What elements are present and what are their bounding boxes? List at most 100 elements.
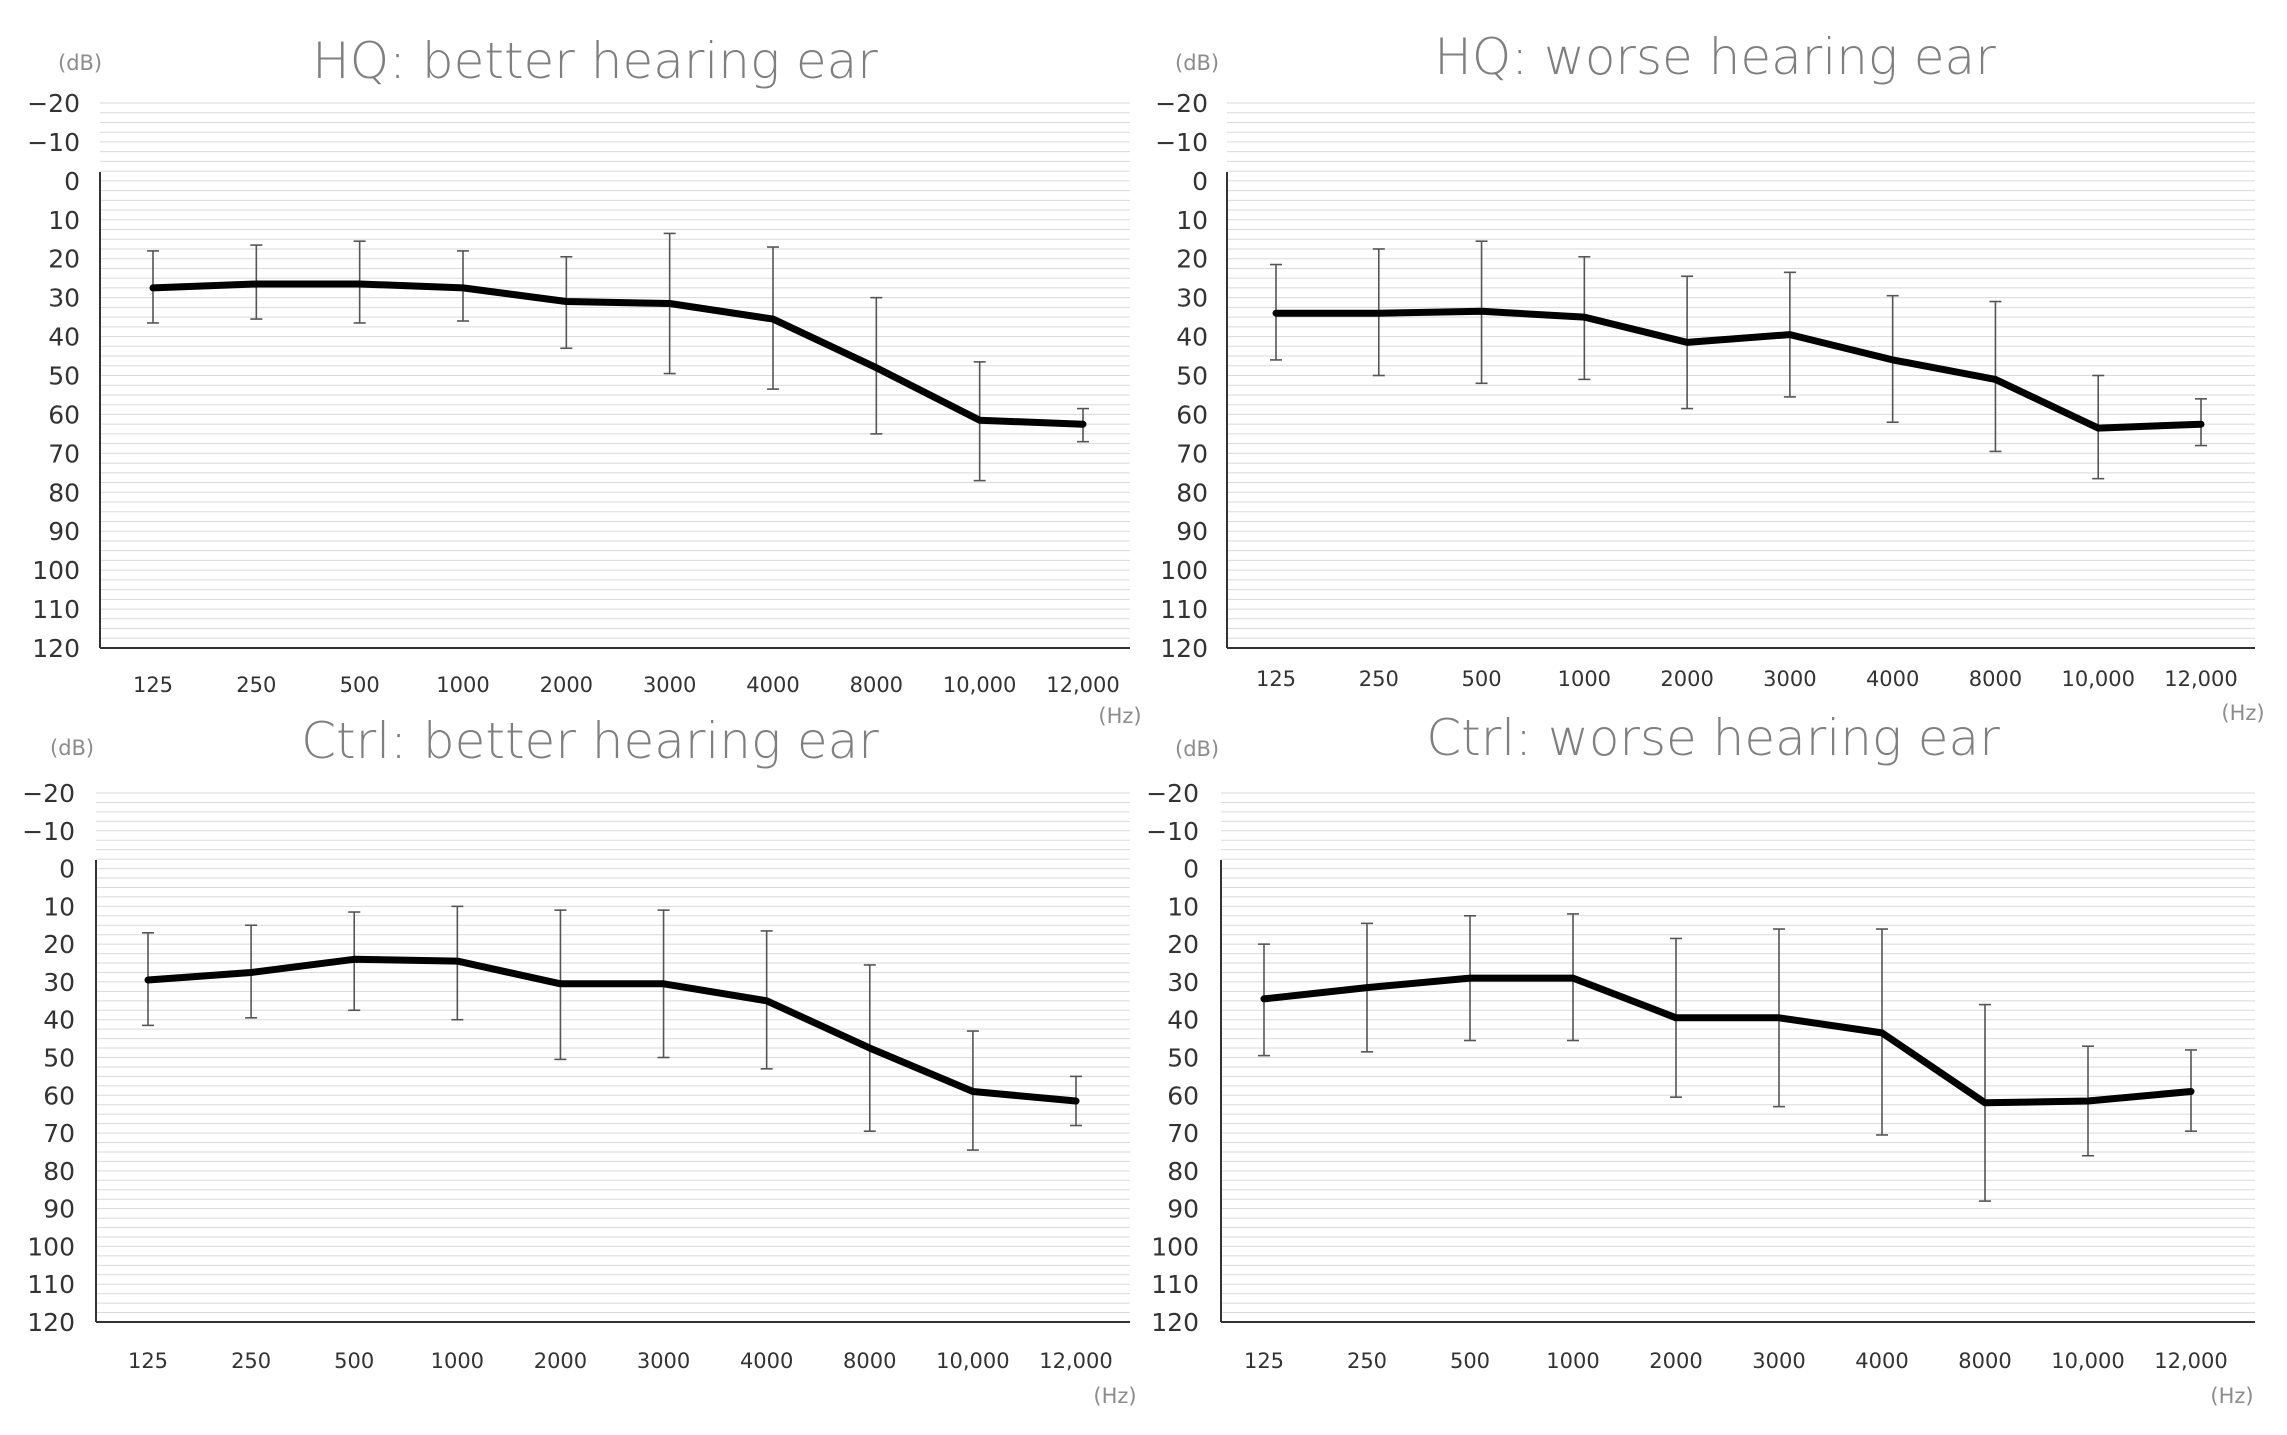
x-tick-label: 500 xyxy=(1462,667,1502,691)
y-tick-label: 90 xyxy=(1167,1195,1199,1224)
y-unit-label: (dB) xyxy=(58,51,102,75)
y-tick-label: 100 xyxy=(1160,556,1208,585)
x-tick-label: 8000 xyxy=(1969,667,2022,691)
y-tick-label: 120 xyxy=(32,634,80,663)
gridlines xyxy=(1227,102,2255,649)
chart-title: Ctrl: worse hearing ear xyxy=(1426,709,2000,767)
y-tick-label: 0 xyxy=(1183,855,1199,884)
x-tick-label: 10,000 xyxy=(2051,1349,2124,1373)
y-tick-label: 30 xyxy=(1176,284,1208,313)
y-tick-label: 10 xyxy=(48,206,80,235)
x-tick-label: 8000 xyxy=(843,1349,896,1373)
x-tick-label: 12,000 xyxy=(2154,1349,2227,1373)
x-tick-label: 10,000 xyxy=(936,1349,1009,1373)
x-tick-label: 4000 xyxy=(1855,1349,1908,1373)
y-unit-label: (dB) xyxy=(1175,51,1219,75)
chart-hq-better-ear: HQ: better hearing ear (dB) −20 −10 0 10 20 30 4… xyxy=(0,0,1143,728)
y-tick-label: 30 xyxy=(48,284,80,313)
x-tick-label: 4000 xyxy=(746,673,799,697)
y-tick-label: −20 xyxy=(22,779,75,808)
y-tick-label: 100 xyxy=(1151,1232,1199,1261)
y-tick-label: 90 xyxy=(48,517,80,546)
y-tick-label: 120 xyxy=(27,1308,75,1337)
y-tick-label: −20 xyxy=(1146,779,1199,808)
chart-svg: Ctrl: worse hearing ear (dB) −20 −10 0 10 20 30… xyxy=(1146,709,2255,1408)
x-tick-label: 12,000 xyxy=(1046,673,1119,697)
chart-svg: Ctrl: better hearing ear (dB) −20 −10 0 10 20 3… xyxy=(22,712,1136,1408)
y-tick-label: −10 xyxy=(27,128,80,157)
x-tick-label: 2000 xyxy=(540,673,593,697)
chart-title: Ctrl: better hearing ear xyxy=(301,712,879,770)
y-tick-label: 10 xyxy=(43,892,75,921)
y-tick-label: −10 xyxy=(22,817,75,846)
y-unit-label: (dB) xyxy=(1175,737,1219,761)
y-tick-label: 0 xyxy=(64,167,80,196)
chart-title: HQ: better hearing ear xyxy=(312,32,878,90)
x-tick-label: 250 xyxy=(1347,1349,1387,1373)
x-tick-label: 2000 xyxy=(1660,667,1713,691)
x-tick-label: 2000 xyxy=(1649,1349,1702,1373)
gridlines xyxy=(100,102,1130,649)
y-tick-label: 110 xyxy=(1151,1270,1199,1299)
y-tick-label: 80 xyxy=(1167,1157,1199,1186)
x-unit-label: (Hz) xyxy=(1093,1384,1136,1408)
x-tick-label: 10,000 xyxy=(2061,667,2134,691)
chart-ctrl-worse-ear: Ctrl: worse hearing ear (dB) −20 −10 0 10 20 30… xyxy=(1143,690,2287,1435)
y-tick-label: 20 xyxy=(1176,245,1208,274)
y-tick-label: 50 xyxy=(43,1044,75,1073)
x-tick-label: 3000 xyxy=(643,673,696,697)
y-tick-label: 60 xyxy=(43,1081,75,1110)
y-tick-label: 10 xyxy=(1176,206,1208,235)
x-tick-label: 1000 xyxy=(1558,667,1611,691)
y-tick-label: 110 xyxy=(32,595,80,624)
x-tick-label: 8000 xyxy=(1958,1349,2011,1373)
y-tick-label: 50 xyxy=(1167,1044,1199,1073)
y-tick-label: 0 xyxy=(1192,167,1208,196)
y-tick-label: 80 xyxy=(48,478,80,507)
x-tick-label: 500 xyxy=(334,1349,374,1373)
series-line xyxy=(1260,974,2195,1107)
x-tick-label: 3000 xyxy=(1763,667,1816,691)
x-unit-label: (Hz) xyxy=(1098,704,1141,728)
y-tick-label: 110 xyxy=(1160,595,1208,624)
x-tick-label: 1000 xyxy=(431,1349,484,1373)
y-tick-label: 100 xyxy=(32,556,80,585)
y-tick-label: 110 xyxy=(27,1270,75,1299)
x-tick-label: 250 xyxy=(1359,667,1399,691)
y-tick-label: 80 xyxy=(43,1157,75,1186)
y-tick-label: 20 xyxy=(1167,930,1199,959)
y-tick-label: 60 xyxy=(1176,400,1208,429)
x-tick-label: 8000 xyxy=(850,673,903,697)
y-tick-label: 70 xyxy=(1176,439,1208,468)
y-tick-label: 0 xyxy=(59,855,75,884)
gridlines xyxy=(1221,792,2255,1323)
x-tick-label: 500 xyxy=(340,673,380,697)
y-tick-label: 20 xyxy=(43,930,75,959)
x-tick-label: 12,000 xyxy=(2164,667,2237,691)
y-tick-label: 70 xyxy=(1167,1119,1199,1148)
chart-ctrl-better-ear: Ctrl: better hearing ear (dB) −20 −10 0 10 20 3… xyxy=(0,690,1143,1435)
x-tick-label: 2000 xyxy=(534,1349,587,1373)
y-tick-label: 20 xyxy=(48,245,80,274)
y-tick-label: 100 xyxy=(27,1232,75,1261)
y-tick-label: 50 xyxy=(1176,362,1208,391)
y-tick-label: 60 xyxy=(1167,1081,1199,1110)
x-tick-label: 4000 xyxy=(1866,667,1919,691)
y-tick-label: 120 xyxy=(1160,634,1208,663)
y-tick-label: 40 xyxy=(48,323,80,352)
y-tick-label: −10 xyxy=(1146,817,1199,846)
chart-title: HQ: worse hearing ear xyxy=(1434,28,1996,86)
x-tick-label: 125 xyxy=(133,673,173,697)
y-tick-label: −10 xyxy=(1155,128,1208,157)
y-tick-label: 70 xyxy=(43,1119,75,1148)
y-tick-label: 80 xyxy=(1176,478,1208,507)
x-tick-label: 500 xyxy=(1450,1349,1490,1373)
y-tick-label: 10 xyxy=(1167,892,1199,921)
x-unit-label: (Hz) xyxy=(2210,1384,2253,1408)
y-tick-label: 40 xyxy=(1176,323,1208,352)
x-tick-label: 3000 xyxy=(1752,1349,1805,1373)
x-tick-label: 125 xyxy=(1256,667,1296,691)
chart-hq-worse-ear: HQ: worse hearing ear (dB) −20 −10 0 10 20 30 40… xyxy=(1143,0,2287,725)
y-tick-label: 70 xyxy=(48,439,80,468)
